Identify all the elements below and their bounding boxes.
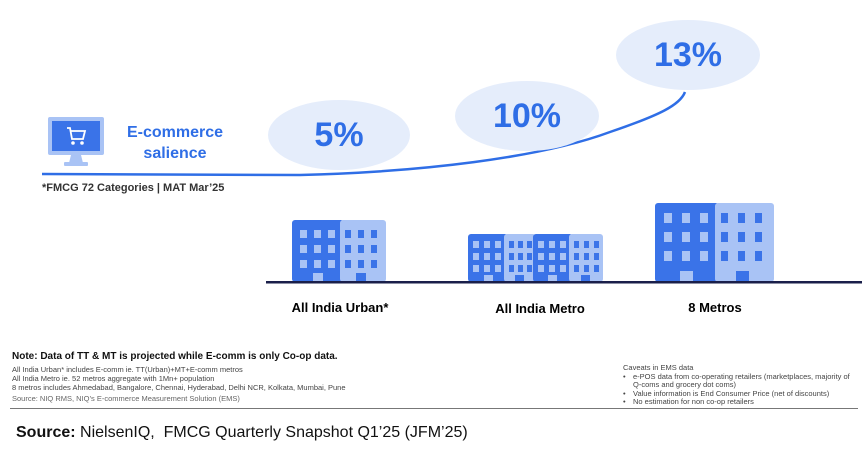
footer-source: Source: NielsenIQ, FMCG Quarterly Snapsh… <box>16 424 468 442</box>
chart-subtitle: *FMCG 72 Categories | MAT Mar’25 <box>42 182 225 194</box>
building-icon-metro <box>468 234 603 282</box>
category-label-8metros: 8 Metros <box>688 300 742 315</box>
computer-cart-icon <box>48 117 104 167</box>
caveats-block: Caveats in EMS data e-POS data from co-o… <box>623 363 858 407</box>
divider <box>10 408 858 409</box>
caveat-item: Value information is End Consumer Price … <box>623 389 858 399</box>
note-line: All India Metro ie. 52 metros aggregate … <box>12 374 215 383</box>
footer-source-label: Source: <box>16 424 76 441</box>
caveat-item: e-POS data from co-operating retailers (… <box>623 372 858 390</box>
notes-heading: Note: Data of TT & MT is projected while… <box>12 351 338 362</box>
title-line-1: E-commerce <box>126 124 224 141</box>
footer-source-text: NielsenIQ, FMCG Quarterly Snapshot Q1’25… <box>75 424 468 441</box>
notes-source: Source: NIQ RMS, NIQ’s E-commerce Measur… <box>12 394 240 403</box>
caveat-item: No estimation for non co-op retailers <box>623 397 858 407</box>
title-line-2: salience <box>143 145 207 162</box>
value-bubble-8metros: 13% <box>616 20 760 90</box>
building-icon-8metros <box>655 203 774 282</box>
value-bubble-urban: 5% <box>268 100 410 170</box>
note-line: 8 metros includes Ahmedabad, Bangalore, … <box>12 383 346 392</box>
value-label: 5% <box>314 115 364 154</box>
building-icon-urban <box>292 220 386 282</box>
category-label-urban: All India Urban* <box>291 300 389 315</box>
value-label: 10% <box>492 96 562 135</box>
category-label-metro: All India Metro <box>495 301 585 316</box>
value-bubble-metro: 10% <box>455 81 599 151</box>
caveats-heading: Caveats in EMS data <box>623 363 694 372</box>
chart-title: E-commerce salience <box>110 122 240 164</box>
buildings-illustration <box>266 203 862 284</box>
note-line: All India Urban* includes E-comm ie. TT(… <box>12 365 243 374</box>
value-label: 13% <box>653 35 723 74</box>
notes-block: Note: Data of TT & MT is projected while… <box>12 351 592 403</box>
baseline <box>266 281 862 284</box>
